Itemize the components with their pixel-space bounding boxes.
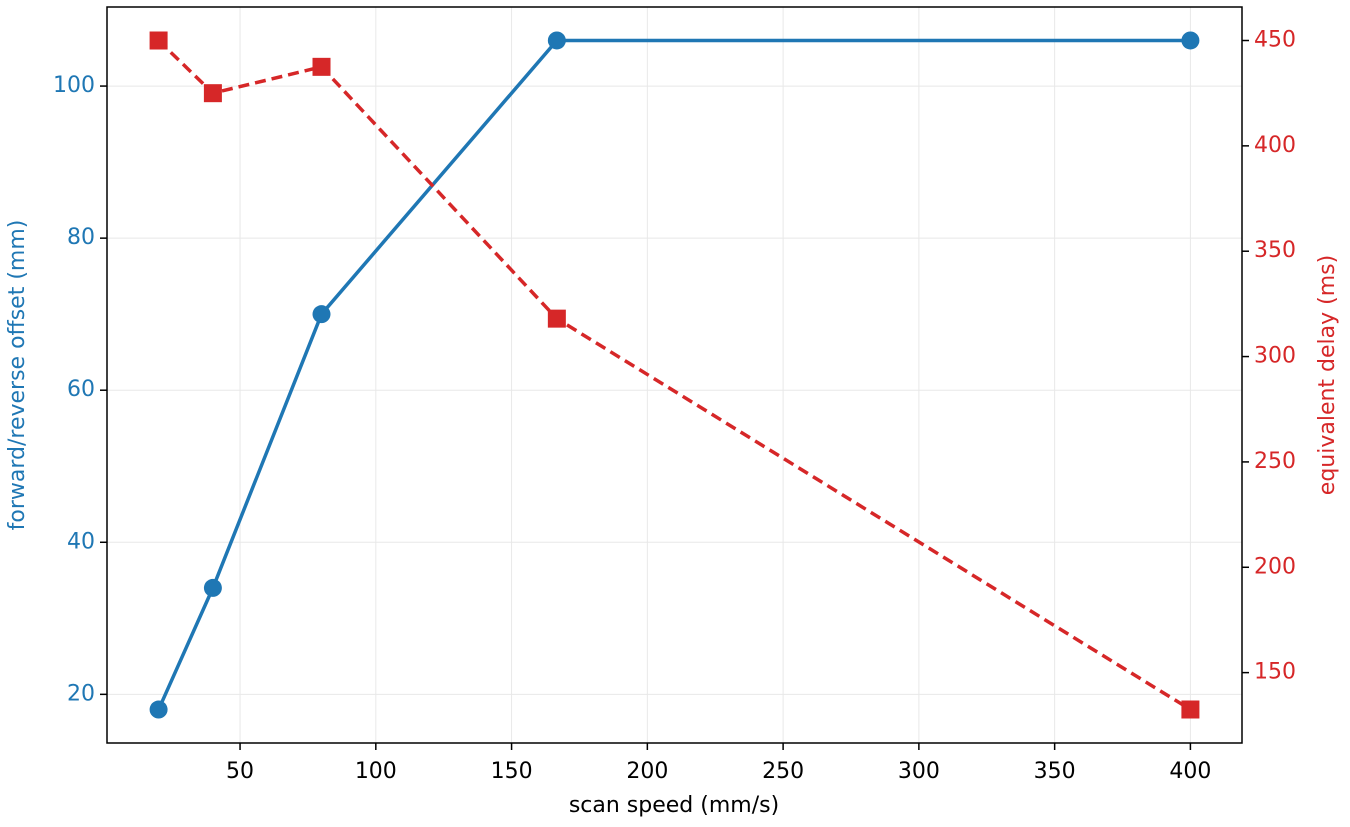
x-tick-label: 150 <box>491 759 533 784</box>
marker <box>1181 700 1200 719</box>
marker <box>203 84 222 103</box>
y2-tick-label: 300 <box>1254 344 1296 369</box>
y-axis-label: forward/reverse offset (mm) <box>5 220 30 531</box>
x-tick-label: 50 <box>226 759 254 784</box>
marker <box>149 700 168 719</box>
x-tick-label: 200 <box>626 759 668 784</box>
x-tick-label: 300 <box>898 759 940 784</box>
x-tick-label: 250 <box>762 759 804 784</box>
y2-axis-label: equivalent delay (ms) <box>1315 255 1340 495</box>
plot-frame <box>106 6 1243 744</box>
marker <box>312 57 331 76</box>
y2-tick-label: 250 <box>1254 449 1296 474</box>
y-tick-label: 100 <box>53 73 95 98</box>
x-tick-label: 350 <box>1034 759 1076 784</box>
marker <box>203 578 222 597</box>
line <box>156 38 1191 711</box>
y-tick-label: 20 <box>67 681 95 706</box>
marker <box>547 309 566 328</box>
y2-tick-label: 450 <box>1254 28 1296 53</box>
marker <box>547 31 566 50</box>
marker <box>1181 31 1200 50</box>
y-tick-label: 80 <box>67 225 95 250</box>
y-tick-label: 60 <box>67 377 95 402</box>
marker <box>312 305 331 324</box>
y-tick-label: 40 <box>67 529 95 554</box>
x-tick-label: 400 <box>1169 759 1211 784</box>
y2-tick-label: 200 <box>1254 554 1296 579</box>
y2-tick-label: 400 <box>1254 133 1296 158</box>
marker <box>149 31 168 50</box>
line <box>157 39 1192 711</box>
y2-tick-label: 150 <box>1254 660 1296 685</box>
x-axis-label: scan speed (mm/s) <box>569 793 779 818</box>
x-tick-label: 100 <box>355 759 397 784</box>
y2-tick-label: 350 <box>1254 238 1296 263</box>
